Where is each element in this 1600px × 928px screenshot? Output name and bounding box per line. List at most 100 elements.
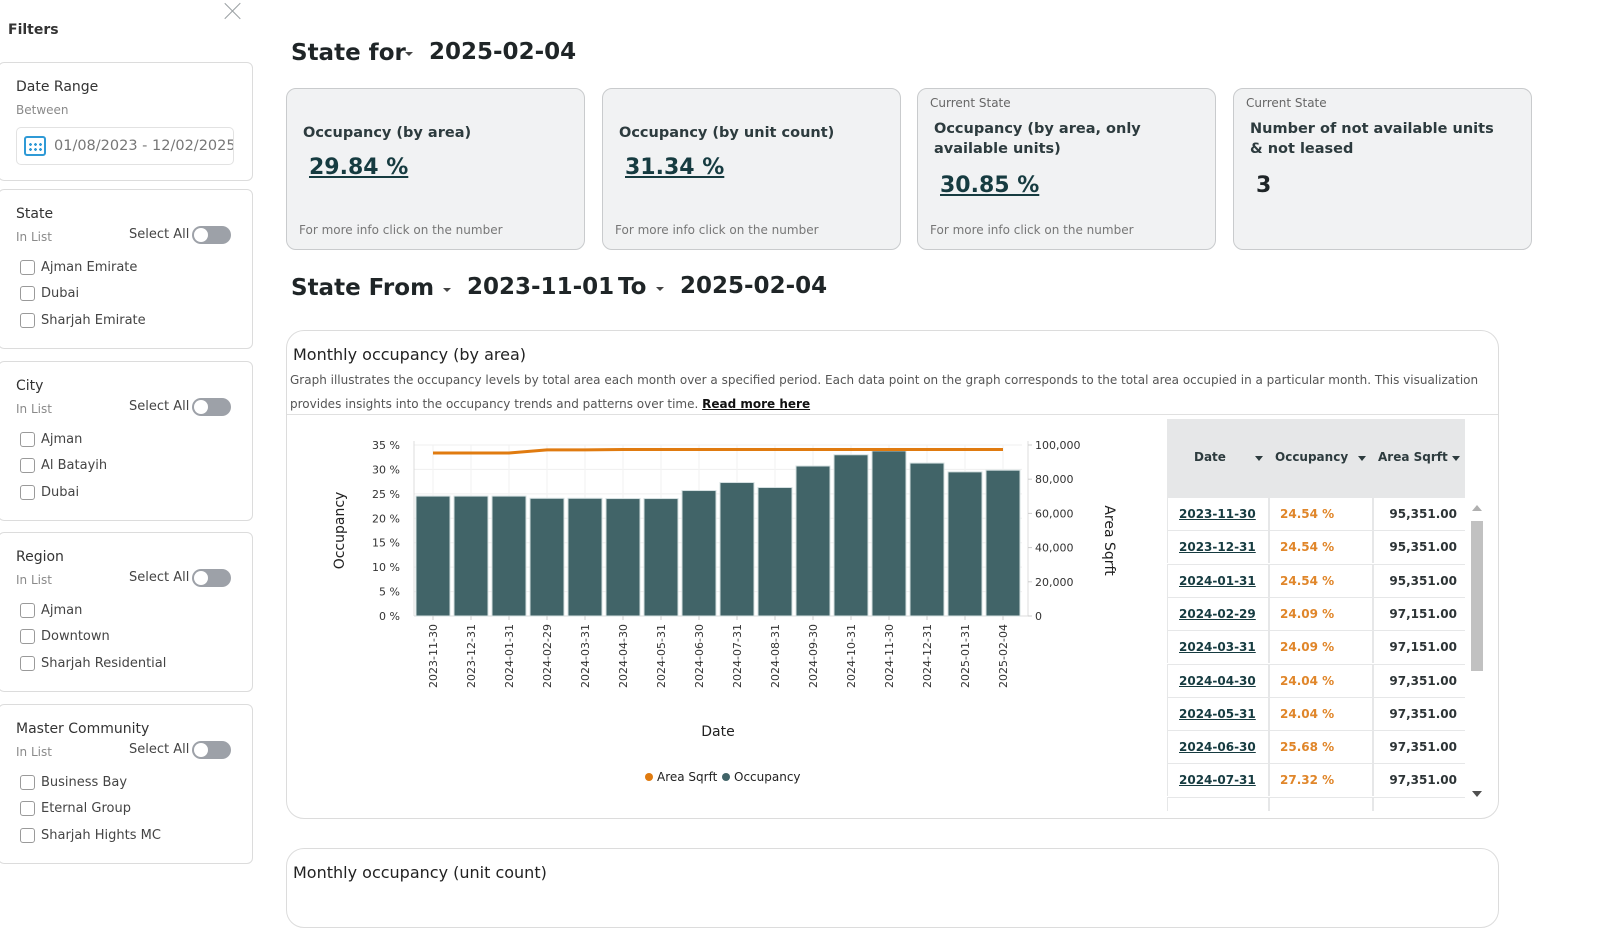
option-label: Downtown — [41, 629, 110, 644]
table-row: 2024-02-29 24.09 % 97,151.00 — [1167, 596, 1465, 630]
scroll-down-icon[interactable] — [1472, 791, 1482, 797]
cell-date[interactable]: 2024-04-30 — [1168, 664, 1268, 697]
table-header: Date Occupancy Area Sqrft — [1167, 419, 1465, 497]
checkbox[interactable] — [20, 801, 35, 816]
filter-option[interactable]: Ajman Emirate — [20, 258, 137, 276]
filters-sidebar: Filters Date Range Between 01/08/2023 - … — [0, 0, 258, 889]
table-scrollbar[interactable] — [1470, 499, 1484, 804]
checkbox[interactable] — [20, 602, 35, 618]
y2-tick-label: 40,000 — [1035, 542, 1074, 555]
read-more-link[interactable]: Read more here — [702, 397, 811, 411]
scroll-up-icon[interactable] — [1472, 505, 1482, 511]
col-header-area[interactable]: Area Sqrft — [1378, 450, 1448, 464]
close-icon[interactable] — [222, 0, 244, 22]
to-dropdown-caret[interactable] — [656, 287, 664, 291]
filter-option[interactable]: Business Bay — [20, 773, 127, 791]
cell-date[interactable]: 2024-02-29 — [1168, 597, 1268, 630]
x-tick-label: 2024-07-31 — [731, 624, 744, 688]
option-label: Business Bay — [41, 774, 128, 790]
x-tick-label: 2024-03-31 — [579, 624, 592, 688]
table-row: 2024-06-30 25.68 % 97,351.00 — [1167, 730, 1465, 764]
cell-date[interactable]: 2024-06-30 — [1168, 731, 1268, 764]
state-for-dropdown-caret[interactable] — [405, 52, 413, 56]
x-tick-label: 2024-05-31 — [655, 624, 668, 688]
y2-axis-title: Area Sqrft — [1101, 505, 1117, 576]
filter-option[interactable]: Ajman — [20, 430, 82, 448]
sort-occupancy-icon[interactable] — [1358, 456, 1366, 461]
x-tick-label: 2024-06-30 — [693, 624, 706, 688]
cell-occupancy: 24.54 % — [1270, 564, 1372, 597]
calendar-icon — [24, 136, 46, 156]
state-from-label: State From — [291, 275, 435, 301]
state-from-date[interactable]: 2023-11-01 — [467, 274, 615, 300]
date-range-input[interactable]: 01/08/2023 - 12/02/2025 — [16, 127, 234, 165]
kpi-title: Occupancy (by unit count) — [619, 125, 835, 141]
checkbox[interactable] — [20, 629, 35, 644]
panel-description: Graph illustrates the occupancy levels b… — [290, 368, 1490, 416]
kpi-value[interactable]: 29.84 % — [309, 155, 409, 180]
filter-option[interactable]: Sharjah Hights MC — [20, 826, 161, 844]
kpi-label: Current State — [1246, 96, 1327, 110]
cell-area: 97,151.00 — [1374, 631, 1465, 664]
checkbox[interactable] — [20, 286, 35, 301]
option-label: Ajman — [41, 431, 83, 447]
cell-date[interactable]: 2024-01-31 — [1168, 564, 1268, 597]
checkbox[interactable] — [20, 458, 35, 473]
select-all-toggle[interactable] — [192, 569, 231, 587]
select-all-toggle[interactable] — [192, 741, 231, 759]
checkbox[interactable] — [20, 312, 35, 328]
state-for-date[interactable]: 2025-02-04 — [429, 39, 577, 65]
kpi-value[interactable]: 31.34 % — [625, 155, 725, 180]
filter-option[interactable]: Eternal Group — [20, 800, 131, 818]
cell-date[interactable]: 2024-05-31 — [1168, 697, 1268, 730]
select-all-toggle[interactable] — [192, 226, 231, 244]
filter-date-range: Date Range Between 01/08/2023 - 12/02/20… — [0, 62, 253, 181]
state-from-dropdown-caret[interactable] — [443, 288, 451, 292]
cell-date[interactable]: 2023-12-31 — [1168, 531, 1268, 564]
cell-occupancy: 25.68 % — [1270, 731, 1372, 764]
cell-date[interactable]: 2023-11-30 — [1168, 498, 1268, 530]
filter-option[interactable]: Downtown — [20, 628, 110, 646]
filter-option[interactable]: Al Batayih — [20, 457, 107, 475]
sort-area-icon[interactable] — [1452, 456, 1460, 461]
cell-area: 95,351.00 — [1374, 564, 1465, 597]
filters-title: Filters — [8, 22, 59, 38]
sort-date-icon[interactable] — [1255, 456, 1263, 461]
x-tick-label: 2025-02-04 — [997, 624, 1010, 688]
scrollbar-thumb[interactable] — [1471, 521, 1483, 671]
checkbox[interactable] — [20, 827, 35, 843]
kpi-value[interactable]: 30.85 % — [940, 173, 1040, 198]
y-tick-label: 25 % — [372, 488, 400, 501]
kpi-title: Number of not available units & not leas… — [1250, 121, 1494, 157]
select-all-toggle[interactable] — [192, 398, 231, 416]
checkbox[interactable] — [20, 774, 35, 790]
col-header-date[interactable]: Date — [1194, 450, 1226, 464]
select-all-label: Select All — [129, 570, 190, 585]
table-row: 2024-03-31 24.09 % 97,151.00 — [1167, 630, 1465, 664]
panel-title: Monthly occupancy (by area) — [293, 345, 526, 364]
y-axis-title: Occupancy — [332, 492, 348, 570]
checkbox[interactable] — [20, 431, 35, 447]
filter-option[interactable]: Sharjah Residential — [20, 654, 166, 672]
panel-description-text: Graph illustrates the occupancy levels b… — [290, 373, 1479, 411]
to-date[interactable]: 2025-02-04 — [680, 273, 828, 299]
x-tick-label: 2025-01-31 — [959, 624, 972, 688]
cell-occupancy: 24.04 % — [1270, 664, 1372, 697]
table-row: 2024-04-30 24.04 % 97,351.00 — [1167, 663, 1465, 697]
cell-date[interactable]: 2024-03-31 — [1168, 631, 1268, 664]
checkbox[interactable] — [20, 484, 35, 500]
cell-occupancy: 24.54 % — [1270, 498, 1372, 530]
checkbox[interactable] — [20, 259, 35, 275]
cell-date[interactable]: 2024-07-31 — [1168, 764, 1268, 797]
col-header-occupancy[interactable]: Occupancy — [1275, 450, 1349, 464]
x-tick-label: 2023-11-30 — [427, 624, 440, 688]
filter-option[interactable]: Dubai — [20, 483, 79, 501]
filter-option[interactable]: Dubai — [20, 285, 79, 303]
filter-option[interactable]: Ajman — [20, 601, 82, 619]
cell-occupancy: 24.09 % — [1270, 631, 1372, 664]
bar-occupancy — [529, 497, 565, 617]
bar-occupancy — [947, 471, 983, 617]
checkbox[interactable] — [20, 655, 35, 671]
filter-group-master-community: Master Community In List Select All Busines… — [0, 704, 253, 864]
filter-option[interactable]: Sharjah Emirate — [20, 311, 146, 329]
